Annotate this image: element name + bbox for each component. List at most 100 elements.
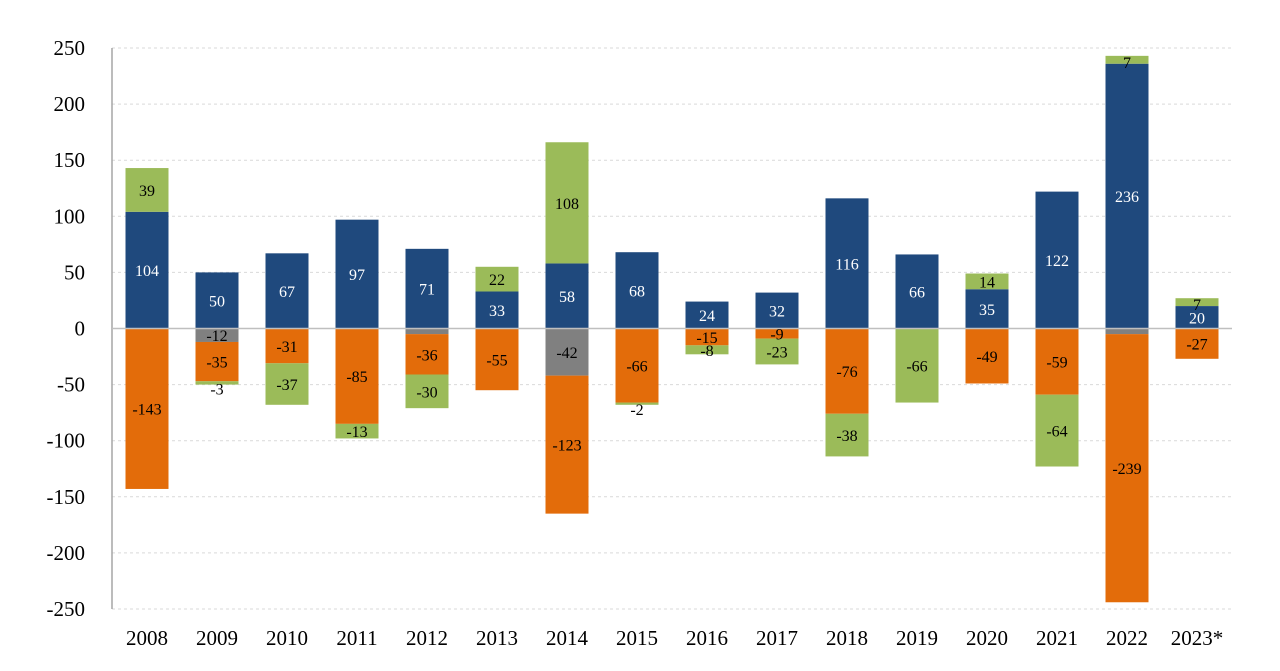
x-tick-label: 2016 xyxy=(686,626,728,650)
bar-segment xyxy=(1175,298,1219,307)
bar-segment xyxy=(265,253,309,329)
bar-segment xyxy=(475,291,519,329)
y-tick-label: 50 xyxy=(64,260,85,284)
x-tick-label: 2013 xyxy=(476,626,518,650)
bar-segment xyxy=(1105,63,1149,329)
data-label: -36 xyxy=(416,347,437,364)
data-label: 7 xyxy=(1193,297,1201,314)
data-label: -37 xyxy=(276,377,297,394)
y-tick-label: -150 xyxy=(47,485,86,509)
data-label: 104 xyxy=(135,263,159,280)
data-label: 58 xyxy=(559,289,575,306)
data-label: -66 xyxy=(906,359,927,376)
data-label: -3 xyxy=(210,382,223,399)
bar-segment xyxy=(895,254,939,329)
bar-segment xyxy=(405,374,449,409)
data-label: -55 xyxy=(486,352,507,369)
bar-segment xyxy=(755,328,799,339)
data-label: -9 xyxy=(770,327,783,344)
data-label: -85 xyxy=(346,369,367,386)
x-tick-label: 2011 xyxy=(336,626,377,650)
bar-segment xyxy=(405,334,449,375)
data-label: 71 xyxy=(419,282,435,299)
data-label: 14 xyxy=(979,274,995,291)
data-label: 50 xyxy=(209,293,225,310)
bar-segment xyxy=(475,328,519,391)
y-tick-label: -250 xyxy=(47,597,86,621)
bar-segment xyxy=(195,341,239,382)
data-label: -2 xyxy=(630,402,643,419)
y-tick-label: 0 xyxy=(75,317,86,341)
data-label: 108 xyxy=(555,196,579,213)
bar-segment xyxy=(615,402,659,405)
bar-segment xyxy=(965,328,1009,384)
bar-segment xyxy=(1175,306,1219,329)
bar-segment xyxy=(195,328,239,342)
x-tick-label: 2023* xyxy=(1171,626,1224,650)
data-label: -143 xyxy=(132,402,161,419)
y-tick-label: -100 xyxy=(47,429,86,453)
x-tick-label: 2021 xyxy=(1036,626,1078,650)
data-label: 97 xyxy=(349,267,365,284)
x-tick-label: 2012 xyxy=(406,626,448,650)
gridlines xyxy=(112,47,1232,610)
data-labels: 104-1433950-12-35-367-31-3797-85-1371-36… xyxy=(132,55,1207,478)
bar-segment xyxy=(265,363,309,405)
data-label: 66 xyxy=(909,284,925,301)
bar-segment xyxy=(965,289,1009,329)
data-label: -38 xyxy=(836,428,857,445)
data-label: -12 xyxy=(206,328,227,345)
bar-segment xyxy=(545,142,589,264)
x-tick-label: 2008 xyxy=(126,626,168,650)
data-label: 22 xyxy=(489,272,505,289)
data-label: 122 xyxy=(1045,253,1069,270)
data-label: -42 xyxy=(556,345,577,362)
data-label: 24 xyxy=(699,308,715,325)
data-label: -49 xyxy=(976,349,997,366)
data-label: -31 xyxy=(276,339,297,356)
bar-segment xyxy=(265,328,309,364)
bar-segment xyxy=(755,292,799,329)
bar-segment xyxy=(545,328,589,376)
data-label: -23 xyxy=(766,345,787,362)
x-tick-label: 2020 xyxy=(966,626,1008,650)
x-tick-label: 2014 xyxy=(546,626,589,650)
x-tick-label: 2019 xyxy=(896,626,938,650)
bar-segment xyxy=(825,413,869,457)
bar-segment xyxy=(125,168,169,212)
bar-segment xyxy=(405,248,449,329)
bar-segment xyxy=(335,219,379,329)
y-tick-label: -200 xyxy=(47,541,86,565)
bar-segment xyxy=(1105,55,1149,64)
bar-segment xyxy=(615,328,659,403)
bar-segment xyxy=(335,423,379,439)
x-tick-label: 2018 xyxy=(826,626,868,650)
x-tick-label: 2015 xyxy=(616,626,658,650)
y-tick-label: 100 xyxy=(54,204,86,228)
bar-segment xyxy=(1035,328,1079,395)
bars xyxy=(125,55,1219,603)
bar-segment xyxy=(965,273,1009,290)
bar-segment xyxy=(195,381,239,385)
bar-segment xyxy=(195,272,239,329)
data-label: 67 xyxy=(279,284,295,301)
data-label: 7 xyxy=(1123,55,1131,72)
bar-segment xyxy=(755,338,799,365)
data-label: -76 xyxy=(836,364,857,381)
bar-segment xyxy=(125,328,169,489)
data-label: -15 xyxy=(696,330,717,347)
x-tick-label: 2010 xyxy=(266,626,308,650)
data-label: -59 xyxy=(1046,355,1067,372)
data-label: -239 xyxy=(1112,461,1141,478)
data-label: 68 xyxy=(629,283,645,300)
y-tick-label: 200 xyxy=(54,92,86,116)
bar-segment xyxy=(475,266,519,292)
bar-segment xyxy=(825,198,869,329)
data-label: 116 xyxy=(835,256,858,273)
data-label: 20 xyxy=(1189,310,1205,327)
bar-segment xyxy=(685,328,729,346)
bar-segment xyxy=(685,345,729,355)
data-label: 39 xyxy=(139,183,155,200)
